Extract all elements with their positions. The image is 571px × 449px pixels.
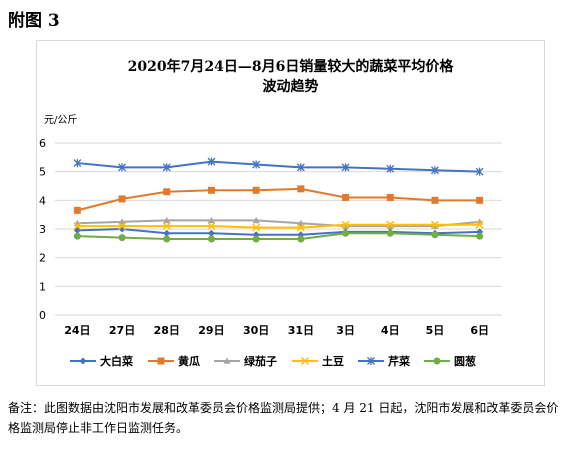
data-point bbox=[430, 220, 439, 229]
data-point bbox=[342, 229, 350, 237]
data-point bbox=[163, 188, 171, 196]
data-point bbox=[163, 235, 171, 243]
series-line bbox=[77, 187, 480, 212]
x-tick-label: 4日 bbox=[381, 324, 400, 337]
legend-label: 大白菜 bbox=[100, 354, 134, 368]
legend-label: 圆葱 bbox=[454, 354, 476, 368]
data-point bbox=[162, 222, 171, 231]
data-point bbox=[162, 163, 171, 172]
data-point bbox=[296, 223, 305, 232]
legend-swatch-marker bbox=[433, 357, 441, 365]
series-line bbox=[77, 232, 480, 241]
data-point bbox=[252, 216, 260, 224]
y-tick-label: 3 bbox=[39, 223, 46, 236]
x-tick-label: 30日 bbox=[243, 324, 269, 337]
data-point bbox=[386, 164, 395, 173]
data-point bbox=[118, 163, 127, 172]
legend-swatch-marker bbox=[223, 357, 231, 364]
data-point bbox=[297, 185, 305, 193]
data-point bbox=[252, 186, 260, 194]
legend-label: 黄瓜 bbox=[178, 354, 200, 368]
data-point bbox=[118, 195, 126, 203]
series-line bbox=[77, 223, 480, 229]
legend-swatch-marker bbox=[79, 357, 87, 365]
data-point bbox=[431, 196, 439, 204]
data-point bbox=[475, 167, 484, 176]
series-line bbox=[77, 219, 480, 228]
data-point bbox=[73, 222, 82, 231]
chart-title: 2020年7月24日—8月6日销量较大的蔬菜平均价格 波动趋势 bbox=[36, 57, 545, 97]
data-point bbox=[386, 193, 394, 201]
data-point bbox=[118, 218, 126, 225]
data-point bbox=[386, 229, 394, 237]
x-tick-label: 5日 bbox=[426, 324, 445, 337]
data-point bbox=[207, 222, 216, 231]
legend-swatch-marker bbox=[157, 357, 165, 365]
x-tick-label: 28日 bbox=[154, 324, 180, 337]
series-line bbox=[77, 228, 480, 236]
x-tick-label: 29日 bbox=[198, 324, 224, 337]
data-point bbox=[476, 232, 484, 240]
data-point bbox=[207, 157, 216, 166]
x-tick-label: 31日 bbox=[288, 324, 314, 337]
data-point bbox=[207, 229, 215, 237]
y-tick-label: 4 bbox=[39, 194, 46, 207]
data-point bbox=[297, 219, 305, 227]
data-point bbox=[252, 223, 261, 232]
data-point bbox=[386, 220, 395, 229]
data-point bbox=[73, 232, 81, 240]
legend-swatch-marker bbox=[300, 356, 310, 366]
legend-label: 土豆 bbox=[322, 354, 344, 368]
data-point bbox=[431, 231, 439, 239]
data-point bbox=[207, 216, 215, 224]
footnote: 备注：此图数据由沈阳市发展和改革委员会价格监测局提供；4 月 21 日起，沈阳市… bbox=[8, 401, 559, 435]
data-point bbox=[207, 186, 215, 194]
data-point bbox=[118, 222, 127, 231]
data-point bbox=[118, 234, 126, 242]
data-point bbox=[163, 229, 171, 237]
y-tick-label: 0 bbox=[39, 309, 46, 322]
x-tick-label: 24日 bbox=[64, 324, 90, 337]
y-axis-unit-label: 元/公斤 bbox=[44, 115, 78, 126]
series-line bbox=[77, 160, 480, 173]
data-point bbox=[475, 220, 484, 229]
x-tick-label: 27日 bbox=[109, 324, 135, 337]
page-label: 附图 3 bbox=[8, 11, 60, 31]
data-point bbox=[297, 235, 305, 243]
chart-title-line2: 波动趋势 bbox=[262, 79, 319, 95]
data-point bbox=[296, 163, 305, 172]
data-point bbox=[163, 216, 171, 224]
data-point bbox=[341, 220, 350, 229]
data-point bbox=[73, 206, 81, 214]
x-tick-label: 3日 bbox=[336, 324, 355, 337]
chart-title-line1: 2020年7月24日—8月6日销量较大的蔬菜平均价格 bbox=[127, 59, 454, 75]
chart-frame bbox=[36, 40, 545, 386]
legend-label: 芹菜 bbox=[388, 354, 411, 368]
legend-swatch-marker bbox=[367, 357, 375, 365]
data-point bbox=[252, 235, 260, 243]
data-point bbox=[73, 159, 82, 168]
data-point bbox=[476, 196, 484, 204]
data-point bbox=[342, 193, 350, 201]
legend-label: 绿茄子 bbox=[244, 354, 277, 368]
data-point bbox=[207, 235, 215, 243]
y-tick-label: 5 bbox=[39, 166, 46, 179]
y-tick-label: 2 bbox=[39, 252, 46, 265]
data-point bbox=[252, 160, 261, 169]
data-point bbox=[430, 166, 439, 175]
y-tick-label: 6 bbox=[39, 137, 46, 150]
data-point bbox=[341, 163, 350, 172]
y-tick-label: 1 bbox=[39, 280, 46, 293]
x-tick-label: 6日 bbox=[470, 324, 489, 337]
